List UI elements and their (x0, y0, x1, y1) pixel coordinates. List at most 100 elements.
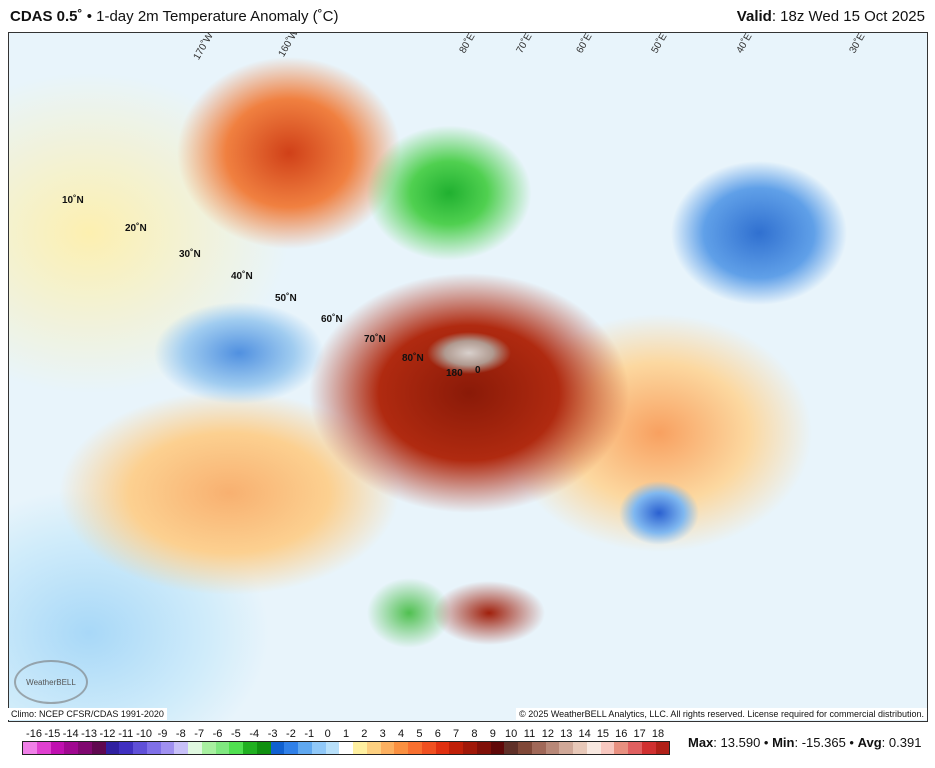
colorbar-tick: -9 (157, 728, 168, 740)
colorbar-swatch (243, 742, 257, 754)
colorbar-tick: -1 (304, 728, 315, 740)
lat-label: 40˚N (231, 271, 253, 282)
colorbar-tick: -8 (175, 728, 186, 740)
colorbar-swatch (311, 742, 326, 754)
colorbar-tick: -12 (99, 728, 116, 740)
colorbar-tick: 8 (471, 728, 478, 740)
colorbar-tick: -16 (26, 728, 42, 740)
lon-label: 50˚E (649, 32, 670, 56)
colorbar-swatch (119, 742, 133, 754)
colorbar-swatch (380, 742, 395, 754)
colorbar-swatch (146, 742, 161, 754)
lat-label: 70˚N (364, 334, 386, 345)
model-name: CDAS 0.5˚ (10, 8, 83, 25)
colorbar-swatch (105, 742, 120, 754)
colorbar-swatch (91, 742, 106, 754)
colorbar-swatch (504, 742, 518, 754)
lon-label: 80˚E (457, 32, 478, 56)
lat-label: 10˚N (62, 195, 84, 206)
colorbar-swatch (641, 742, 656, 754)
colorbar-swatch (160, 742, 175, 754)
stats: Max: 13.590 • Min: -15.365 • Avg: 0.391 (688, 735, 922, 750)
colorbar-tick: 4 (397, 728, 405, 740)
colorbar-tick: -2 (286, 728, 296, 740)
valid-label: Valid (736, 8, 772, 25)
colorbar-swatch (36, 742, 51, 754)
colorbar-swatch (545, 742, 560, 754)
colorbar-swatch (78, 742, 92, 754)
colorbar-swatch (531, 742, 546, 754)
min-value: -15.365 (801, 735, 846, 750)
colorbar-swatch (573, 742, 587, 754)
colorbar-tick: 18 (651, 728, 665, 740)
avg-value: 0.391 (888, 735, 922, 750)
colorbar-swatch (270, 742, 285, 754)
colorbar-swatch (408, 742, 422, 754)
lat-label: 20˚N (125, 223, 147, 234)
colorbar-ticks: -16 -15 -14 -13 -12 -11 -10 -9 -8 -7 -6 -5 -4 -3 -2 -1 0… (22, 728, 670, 742)
colorbar-tick: -10 (136, 728, 153, 740)
colorbar-swatch (64, 742, 78, 754)
lat-label: 30˚N (179, 249, 201, 260)
colorbar-swatch (628, 742, 642, 754)
colorbar-tick: 17 (633, 728, 646, 740)
lat-label: 50˚N (275, 293, 297, 304)
lon-label: 160˚W (276, 32, 301, 60)
colorbar-swatch (284, 742, 298, 754)
colorbar-swatch (449, 742, 463, 754)
lon-label: 30˚E (847, 32, 868, 56)
valid-value: 18z Wed 15 Oct 2025 (780, 8, 925, 25)
colorbar-swatch (559, 742, 573, 754)
colorbar-swatch (518, 742, 532, 754)
colorbar-swatch (133, 742, 147, 754)
colorbar-tick: -13 (81, 728, 97, 740)
colorbar-tick: -5 (230, 728, 241, 740)
colorbar-tick: 14 (578, 728, 591, 740)
colorbar-tick: -15 (44, 728, 61, 740)
colorbar-tick: 5 (416, 728, 423, 740)
colorbar-swatch (50, 742, 65, 754)
pole-label: 180 (446, 368, 463, 379)
colorbar-swatch (339, 742, 353, 754)
colorbar-swatch (298, 742, 312, 754)
weatherbell-logo: WeatherBELL (14, 660, 88, 704)
colorbar-swatch (476, 742, 491, 754)
max-label: Max (688, 735, 714, 750)
colorbar-swatch (490, 742, 505, 754)
colorbar-swatch (586, 742, 601, 754)
colorbar-tick: 12 (541, 728, 554, 740)
colorbar-swatch (201, 742, 216, 754)
colorbar-tick: 0 (324, 728, 331, 740)
colorbar-tick: 10 (505, 728, 518, 740)
valid-time: Valid: 18z Wed 15 Oct 2025 (736, 8, 925, 25)
colorbar (22, 741, 670, 755)
colorbar-swatch (463, 742, 477, 754)
colorbar-tick: 2 (361, 728, 368, 740)
colorbar-swatch (215, 742, 230, 754)
colorbar-tick: 16 (615, 728, 628, 740)
colorbar-tick: 11 (523, 728, 536, 740)
copyright-note: © 2025 WeatherBELL Analytics, LLC. All r… (516, 708, 927, 720)
colorbar-tick: -6 (212, 728, 223, 740)
temperature-anomaly-map[interactable]: 10˚N 20˚N 30˚N 40˚N 50˚N 60˚N 70˚N 80˚N … (8, 32, 928, 722)
colorbar-tick: -7 (194, 728, 205, 740)
colorbar-tick: 6 (434, 728, 441, 740)
max-value: 13.590 (720, 735, 761, 750)
colorbar-swatch (174, 742, 188, 754)
colorbar-tick: -3 (267, 728, 278, 740)
colorbar-tick: 13 (560, 728, 573, 740)
logo-text: WeatherBELL (26, 677, 76, 687)
colorbar-swatch (394, 742, 408, 754)
colorbar-swatch (229, 742, 243, 754)
colorbar-swatch (421, 742, 436, 754)
product-title: 1-day 2m Temperature Anomaly (˚C) (96, 8, 339, 25)
colorbar-tick: 7 (453, 728, 460, 740)
colorbar-tick: 3 (379, 728, 386, 740)
lat-label: 80˚N (402, 353, 424, 364)
colorbar-swatch (435, 742, 450, 754)
colorbar-tick: -4 (249, 728, 260, 740)
colorbar-swatch (600, 742, 615, 754)
colorbar-swatch (325, 742, 340, 754)
colorbar-tick: 9 (489, 728, 496, 740)
colorbar-tick: -11 (118, 728, 134, 740)
